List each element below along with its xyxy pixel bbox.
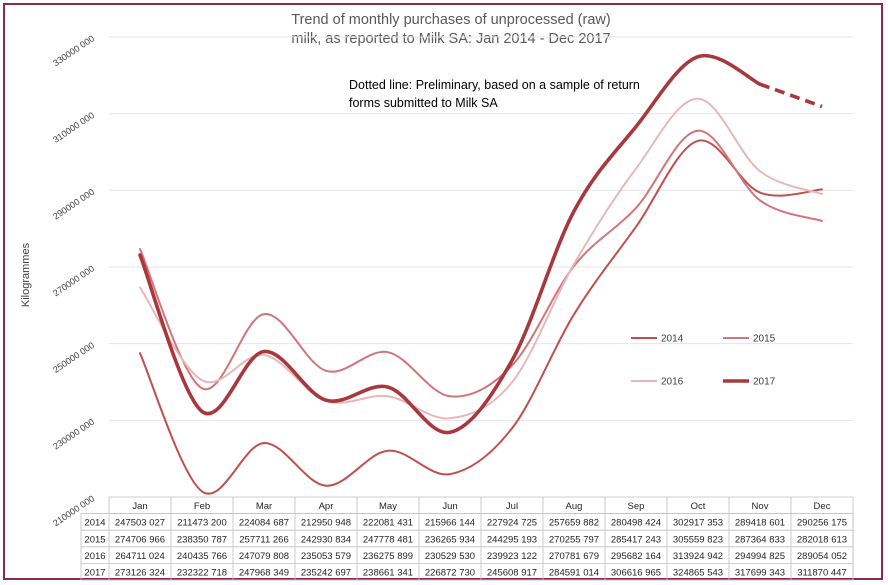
chart-title-line-1: Trend of monthly purchases of unprocesse… xyxy=(291,12,610,28)
series-line-2017 xyxy=(138,53,762,435)
y-tick-label: 310000 000 xyxy=(51,110,96,145)
data-label: 211473 200 xyxy=(177,518,227,529)
x-tick-label: Jun xyxy=(442,501,457,512)
legend-label-2015: 2015 xyxy=(753,334,776,345)
data-label: 305559 823 xyxy=(673,534,723,545)
table-row-label: 2014 xyxy=(84,518,105,529)
data-label: 245608 917 xyxy=(487,568,537,579)
data-label: 285417 243 xyxy=(611,534,661,545)
x-tick-label: Mar xyxy=(256,501,272,512)
legend-label-2014: 2014 xyxy=(661,334,684,345)
data-label: 306616 965 xyxy=(611,568,661,579)
data-label: 235242 697 xyxy=(301,568,351,579)
data-label: 294994 825 xyxy=(735,551,785,562)
data-label: 239923 122 xyxy=(487,551,537,562)
legend-label-2016: 2016 xyxy=(661,377,684,388)
x-tick-label: Nov xyxy=(752,501,769,512)
data-label: 244295 193 xyxy=(487,534,537,545)
series-line-2014 xyxy=(139,139,823,495)
data-label: 270781 679 xyxy=(549,551,599,562)
data-label: 287364 833 xyxy=(735,534,785,545)
x-tick-label: Aug xyxy=(566,501,583,512)
data-table: Jan Feb Mar Apr May Jun Jul Aug Sep Oct Nov Dec 2014… xyxy=(80,496,854,581)
x-tick-label: Sep xyxy=(628,501,645,512)
data-label: 247079 808 xyxy=(239,551,289,562)
y-tick-label: 290000 000 xyxy=(51,187,96,222)
series-line-2017-preliminary xyxy=(759,82,823,109)
data-label: 295682 164 xyxy=(611,551,661,562)
line-chart: Trend of monthly purchases of unprocesse… xyxy=(20,12,854,581)
data-label: 236275 899 xyxy=(363,551,413,562)
data-label: 242930 834 xyxy=(301,534,351,545)
data-label: 302917 353 xyxy=(673,518,723,529)
data-label: 317699 343 xyxy=(735,568,785,579)
y-tick-label: 250000 000 xyxy=(51,340,96,375)
data-label: 215966 144 xyxy=(425,518,475,529)
data-label: 247503 027 xyxy=(115,518,165,529)
y-tick-label: 230000 000 xyxy=(51,417,96,452)
data-label: 224084 687 xyxy=(239,518,289,529)
legend-label-2017: 2017 xyxy=(753,377,776,388)
annotation-line-2: forms submitted to Milk SA xyxy=(349,96,498,110)
y-tick-label: 270000 000 xyxy=(51,263,96,298)
data-label: 289054 052 xyxy=(797,551,847,562)
legend: 2014 2015 2016 2017 xyxy=(631,334,776,388)
x-tick-label: Dec xyxy=(814,501,831,512)
gridlines xyxy=(109,36,853,421)
data-label: 270255 797 xyxy=(549,534,599,545)
data-label: 226872 730 xyxy=(425,568,475,579)
table-row-label: 2017 xyxy=(84,568,105,579)
y-axis-label: Kilogrammes xyxy=(20,242,32,307)
data-label: 324865 543 xyxy=(673,568,723,579)
y-tick-label: 330000 000 xyxy=(51,33,96,68)
data-label: 289418 601 xyxy=(735,518,785,529)
data-label: 235053 579 xyxy=(301,551,351,562)
x-tick-label: May xyxy=(379,501,397,512)
data-label: 230529 530 xyxy=(425,551,475,562)
data-label: 227924 725 xyxy=(487,518,537,529)
data-label: 212950 948 xyxy=(301,518,351,529)
chart-frame: Trend of monthly purchases of unprocesse… xyxy=(3,3,883,581)
data-label: 247968 349 xyxy=(239,568,289,579)
data-label: 257659 882 xyxy=(549,518,599,529)
data-label: 238350 787 xyxy=(177,534,227,545)
data-label: 247778 481 xyxy=(363,534,413,545)
chart-title: Trend of monthly purchases of unprocesse… xyxy=(291,12,610,47)
series-line-2015 xyxy=(139,129,823,398)
data-label: 284591 014 xyxy=(549,568,599,579)
data-label: 313924 942 xyxy=(673,551,723,562)
chart-title-line-2: milk, as reported to Milk SA: Jan 2014 -… xyxy=(291,31,610,47)
data-label: 290256 175 xyxy=(797,518,847,529)
data-label: 274706 966 xyxy=(115,534,165,545)
data-label: 282018 613 xyxy=(797,534,847,545)
data-label: 232322 718 xyxy=(177,568,227,579)
chart-annotation: Dotted line: Preliminary, based on a sam… xyxy=(349,78,640,110)
x-tick-label: Oct xyxy=(691,501,706,512)
table-row-label: 2016 xyxy=(84,551,105,562)
data-label: 311870 447 xyxy=(797,568,847,579)
data-label: 257711 266 xyxy=(239,534,289,545)
data-label: 240435 766 xyxy=(177,551,227,562)
data-label: 238661 341 xyxy=(363,568,413,579)
data-label: 280498 424 xyxy=(611,518,661,529)
annotation-line-1: Dotted line: Preliminary, based on a sam… xyxy=(349,78,640,92)
x-tick-label: Feb xyxy=(194,501,210,512)
data-label: 236265 934 xyxy=(425,534,475,545)
series-lines xyxy=(138,53,823,495)
x-tick-label: Jan xyxy=(132,501,147,512)
data-label: 222081 431 xyxy=(363,518,413,529)
table-row-label: 2015 xyxy=(84,534,105,545)
data-label: 264711 024 xyxy=(115,551,165,562)
data-label: 273126 324 xyxy=(115,568,165,579)
x-tick-label: Apr xyxy=(319,501,334,512)
x-tick-label: Jul xyxy=(506,501,518,512)
